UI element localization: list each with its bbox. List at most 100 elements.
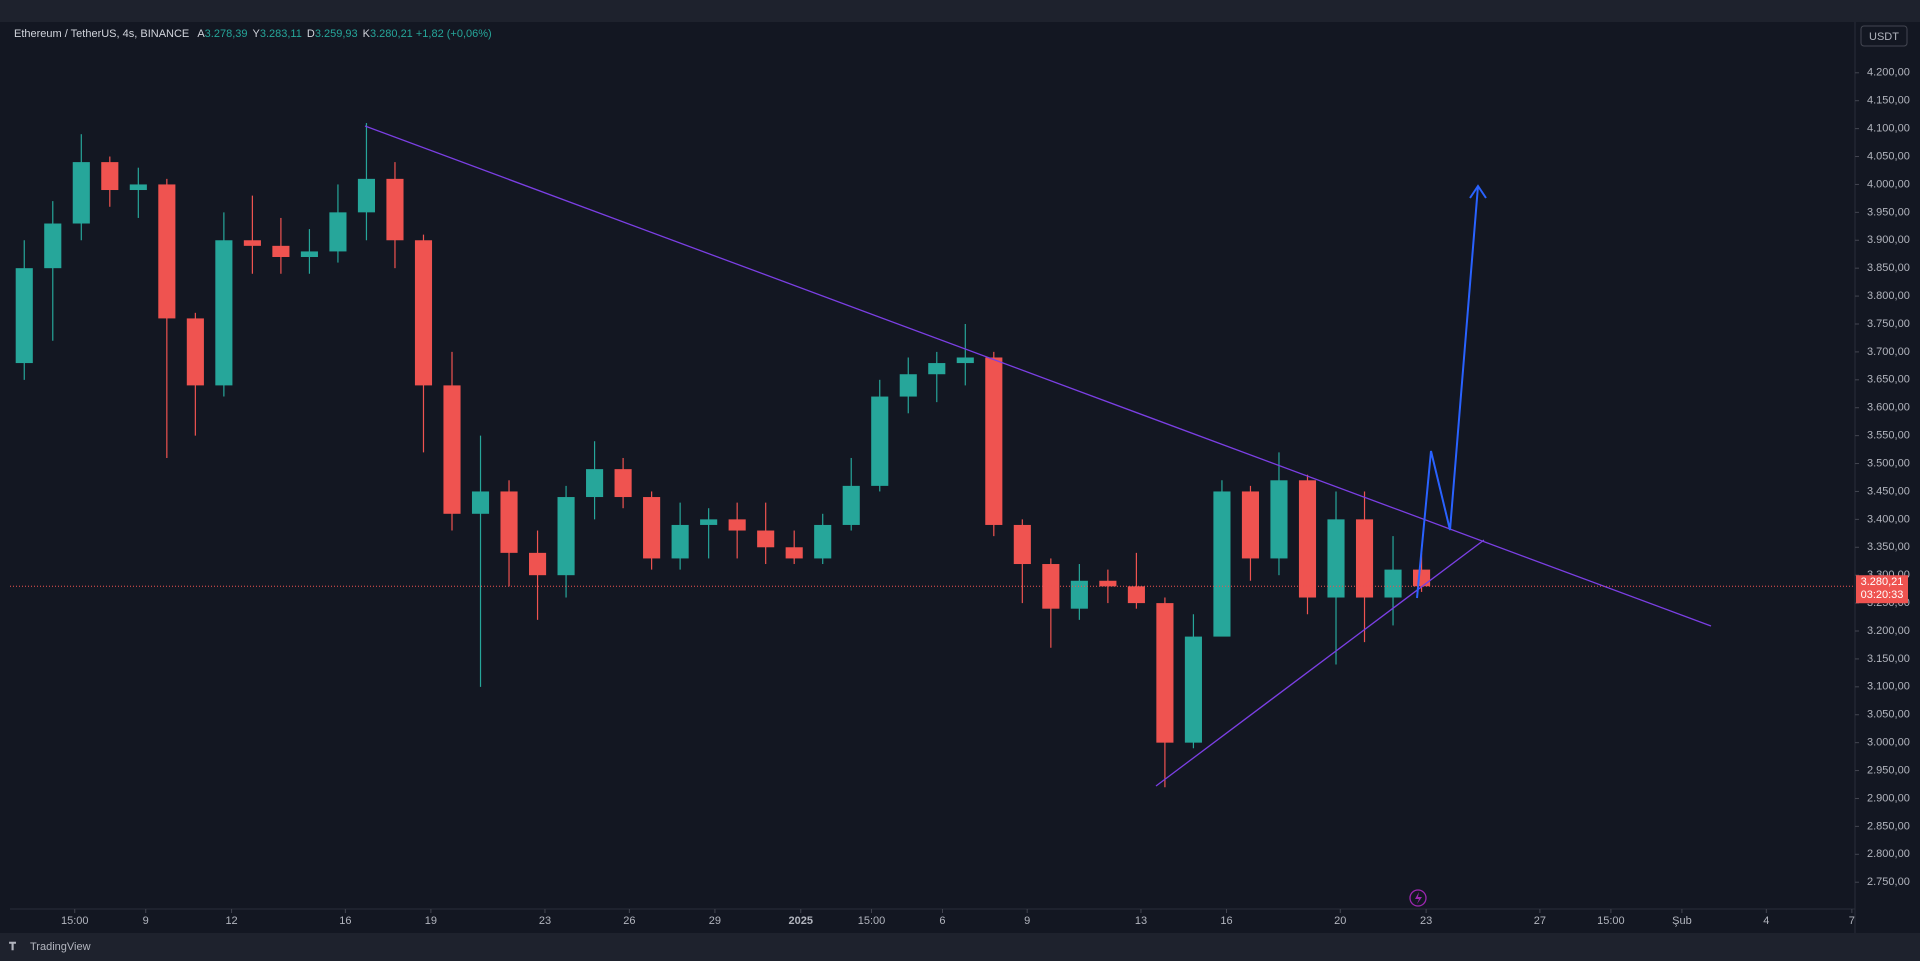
lightning	[1415, 892, 1422, 904]
candle-body	[1355, 519, 1374, 598]
x-tick-label: 15:00	[61, 915, 89, 927]
x-tick-label: 9	[1024, 915, 1030, 927]
candle-body	[643, 497, 661, 559]
y-tick-label: 2.900,00	[1867, 792, 1910, 804]
candle-body	[329, 212, 347, 252]
ohlc-key: A	[197, 28, 205, 40]
x-tick-label: 19	[425, 915, 437, 927]
ohlc-value: 3.278,39	[204, 28, 248, 40]
currency-box[interactable]	[1860, 25, 1908, 47]
y-tick-label: 3.950,00	[1867, 206, 1910, 218]
candle-body	[243, 240, 261, 246]
y-tick-label: 3.200,00	[1867, 625, 1910, 637]
candle-body	[1042, 564, 1060, 609]
candle-body	[1213, 491, 1231, 637]
y-tick-label: 3.050,00	[1867, 709, 1910, 721]
ohlc-key: Y	[252, 28, 260, 40]
x-tick-label: 13	[1135, 915, 1147, 927]
candle-body	[1127, 586, 1145, 604]
projection-arrow	[1416, 185, 1479, 599]
brand-logo: 𝐓	[9, 941, 16, 953]
candle-body	[814, 524, 832, 559]
candle-body	[928, 363, 946, 375]
ohlc-key: D	[306, 28, 315, 40]
x-tick-label: 6	[939, 915, 945, 927]
y-tick-label: 2.950,00	[1867, 764, 1910, 776]
legend: Ethereum / TetherUS, 4s, BINANCE A3.278,…	[14, 28, 492, 40]
y-tick-label: 2.850,00	[1867, 820, 1910, 832]
candle-body	[956, 357, 974, 364]
y-tick-label: 3.100,00	[1867, 681, 1910, 693]
y-tick-label: 3.150,00	[1867, 653, 1910, 665]
y-tick-label: 2.750,00	[1867, 876, 1910, 888]
y-tick-label: 2.800,00	[1867, 848, 1910, 860]
candle-body	[272, 245, 290, 258]
event-icon[interactable]	[1409, 889, 1427, 907]
y-tick-label: 4.000,00	[1867, 178, 1910, 190]
candle-body	[129, 184, 147, 191]
bottom-bar	[0, 933, 1920, 961]
x-tick-label: 20	[1334, 915, 1346, 927]
candle-body	[158, 184, 176, 319]
candle-body	[1070, 580, 1088, 609]
x-tick-label: 15:00	[858, 915, 886, 927]
y-tick-label: 3.350,00	[1867, 541, 1910, 553]
countdown: 03:20:33	[1861, 589, 1904, 601]
candle-body	[1270, 480, 1288, 559]
x-tick-label: 16	[339, 915, 351, 927]
last-price: 3.280,21	[1861, 576, 1904, 588]
y-tick-label: 3.750,00	[1867, 318, 1910, 330]
x-tick-label: 4	[1763, 915, 1769, 927]
candle-body	[985, 357, 1003, 525]
candle-body	[1412, 569, 1431, 587]
x-tick-label: 15:00	[1597, 915, 1625, 927]
symbol: Ethereum / TetherUS, 4s, BINANCE	[14, 28, 190, 40]
top-bar	[0, 0, 1920, 22]
candle-body	[1013, 524, 1031, 565]
y-tick-label: 3.850,00	[1867, 262, 1910, 274]
ohlc: A3.278,39 Y3.283,11 D3.259,93 K3.280,21	[192, 28, 412, 40]
x-tick-label: 7	[1849, 915, 1855, 927]
ohlc-key: K	[362, 28, 370, 40]
candle-body	[842, 485, 860, 525]
y-tick-label: 4.150,00	[1867, 95, 1910, 107]
y-tick-label: 3.400,00	[1867, 513, 1910, 525]
candle-body	[101, 162, 119, 191]
ohlc-value: 3.259,93	[314, 28, 358, 40]
x-tick-label: 16	[1220, 915, 1232, 927]
ohlc-value: 3.283,11	[259, 28, 302, 40]
candle-body	[443, 385, 461, 514]
candle-body	[471, 491, 490, 514]
candle-body	[700, 519, 718, 525]
candle-body	[215, 240, 233, 386]
x-tick-label: 29	[709, 915, 721, 927]
candle-body	[1298, 480, 1317, 598]
candle-body	[614, 469, 632, 498]
x-tick-label: 23	[1420, 915, 1432, 927]
last-price-box	[1856, 575, 1908, 604]
y-tick-label: 3.500,00	[1867, 457, 1910, 469]
candle-body	[357, 178, 376, 213]
arrow-head	[1469, 184, 1487, 199]
x-tick-label: 26	[623, 915, 635, 927]
candle-body	[757, 530, 775, 548]
candle-body	[1099, 580, 1117, 587]
candle-body	[871, 396, 889, 486]
candle-body	[44, 223, 62, 269]
y-tick-label: 3.900,00	[1867, 234, 1910, 246]
candle-body	[300, 251, 318, 258]
x-tick-label: 2025	[789, 915, 813, 927]
y-tick-label: 3.550,00	[1867, 430, 1910, 442]
candle-body	[15, 268, 33, 364]
candle-body	[500, 491, 518, 553]
ohlc-value: 3.280,21	[369, 28, 413, 40]
y-tick-label: 3.800,00	[1867, 290, 1910, 302]
brand: TradingView	[30, 941, 91, 953]
candle-body	[1184, 636, 1202, 743]
x-tick-label: 9	[143, 915, 149, 927]
y-tick-label: 3.600,00	[1867, 402, 1910, 414]
y-tick-label: 3.450,00	[1867, 485, 1910, 497]
candle-body	[528, 552, 547, 576]
